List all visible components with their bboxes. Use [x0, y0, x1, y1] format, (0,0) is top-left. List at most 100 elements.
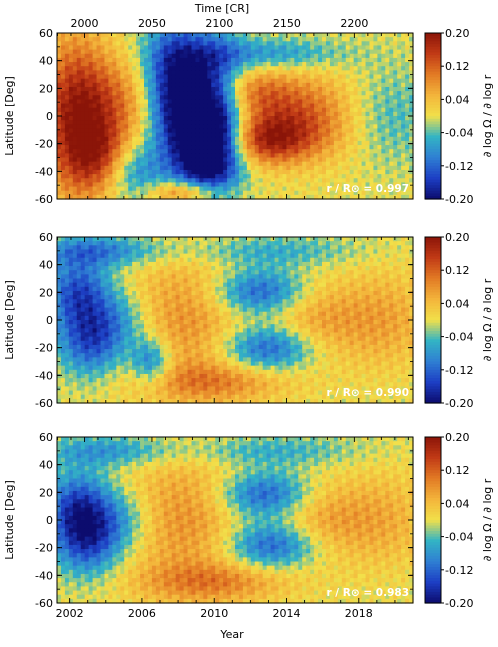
heatmap-cell — [385, 79, 390, 84]
heatmap-cell — [136, 141, 141, 146]
heatmap-cell — [358, 54, 363, 59]
heatmap-cell — [128, 316, 133, 321]
heatmap-cell — [116, 182, 121, 187]
heatmap-cell — [326, 41, 331, 46]
heatmap-cell — [358, 33, 363, 38]
heatmap-cell — [168, 337, 173, 342]
heatmap-cell — [156, 162, 161, 167]
heatmap-cell — [136, 174, 141, 179]
heatmap-cell — [104, 50, 109, 55]
heatmap-cell — [93, 170, 98, 175]
heatmap-cell — [180, 174, 185, 179]
heatmap-cell — [93, 187, 98, 192]
heatmap-cell — [330, 54, 335, 59]
heatmap-cell — [176, 237, 181, 242]
heatmap-cell — [144, 386, 149, 391]
heatmap-cell — [275, 158, 280, 163]
heatmap-cell — [377, 170, 382, 175]
heatmap-cell — [61, 378, 66, 383]
heatmap-cell — [191, 187, 196, 192]
heatmap-cell — [97, 391, 102, 396]
heatmap-cell — [318, 120, 323, 125]
heatmap-cell — [124, 395, 129, 400]
heatmap-cell — [144, 137, 149, 142]
heatmap-cell — [267, 95, 272, 100]
heatmap-cell — [85, 291, 90, 296]
heatmap-cell — [369, 79, 374, 84]
heatmap-cell — [132, 328, 137, 333]
heatmap-cell — [85, 332, 90, 337]
heatmap-cell — [219, 170, 224, 175]
heatmap-cell — [318, 50, 323, 55]
heatmap-cell — [132, 312, 137, 317]
heatmap-cell — [97, 99, 102, 104]
heatmap-cell — [73, 320, 78, 325]
heatmap-cell — [211, 45, 216, 50]
heatmap-cell — [77, 54, 82, 59]
heatmap-cell — [219, 116, 224, 121]
heatmap-cell — [251, 50, 256, 55]
heatmap-cell — [93, 70, 98, 75]
heatmap-cell — [136, 75, 141, 80]
heatmap-cell — [73, 386, 78, 391]
heatmap-cell — [259, 153, 264, 158]
heatmap-cell — [144, 382, 149, 387]
heatmap-cell — [160, 145, 165, 150]
heatmap-cell — [362, 37, 367, 42]
heatmap-cell — [282, 104, 287, 109]
heatmap-cell — [397, 158, 402, 163]
heatmap-cell — [294, 182, 299, 187]
heatmap-cell — [279, 50, 284, 55]
heatmap-cell — [65, 45, 70, 50]
heatmap-cell — [366, 170, 371, 175]
heatmap-cell — [156, 241, 161, 246]
heatmap-cell — [108, 87, 113, 92]
heatmap-cell — [156, 245, 161, 250]
heatmap-cell — [65, 149, 70, 154]
heatmap-cell — [259, 162, 264, 167]
heatmap-cell — [152, 349, 157, 354]
heatmap-cell — [338, 162, 343, 167]
heatmap-cell — [132, 182, 137, 187]
heatmap-cell — [298, 191, 303, 196]
heatmap-cell — [132, 116, 137, 121]
heatmap-cell — [207, 95, 212, 100]
heatmap-cell — [393, 99, 398, 104]
heatmap-cell — [223, 108, 228, 113]
heatmap-cell — [160, 87, 165, 92]
heatmap-cell — [330, 62, 335, 67]
heatmap-cell — [172, 295, 177, 300]
heatmap-cell — [385, 91, 390, 96]
heatmap-cell — [279, 87, 284, 92]
heatmap-cell — [195, 145, 200, 150]
heatmap-cell — [132, 270, 137, 275]
heatmap-cell — [172, 145, 177, 150]
heatmap-cell — [381, 95, 386, 100]
heatmap-cell — [239, 178, 244, 183]
heatmap-cell — [57, 128, 62, 133]
heatmap-cell — [385, 112, 390, 117]
heatmap-cell — [326, 162, 331, 167]
heatmap-cell — [152, 362, 157, 367]
heatmap-cell — [350, 120, 355, 125]
heatmap-cell — [405, 133, 410, 138]
heatmap-cell — [263, 33, 268, 38]
heatmap-cell — [203, 58, 208, 63]
heatmap-cell — [132, 357, 137, 362]
heatmap-cell — [116, 158, 121, 163]
heatmap-cell — [286, 120, 291, 125]
heatmap-cell — [239, 170, 244, 175]
heatmap-cell — [199, 145, 204, 150]
heatmap-cell — [366, 95, 371, 100]
heatmap-cell — [77, 187, 82, 192]
heatmap-cell — [112, 270, 117, 275]
heatmap-cell — [77, 258, 82, 263]
heatmap-cell — [108, 241, 113, 246]
heatmap-cell — [227, 75, 232, 80]
heatmap-cell — [108, 66, 113, 71]
heatmap-cell — [362, 50, 367, 55]
heatmap-cell — [81, 62, 86, 67]
heatmap-cell — [120, 370, 125, 375]
heatmap-cell — [136, 345, 141, 350]
heatmap-cell — [259, 133, 264, 138]
